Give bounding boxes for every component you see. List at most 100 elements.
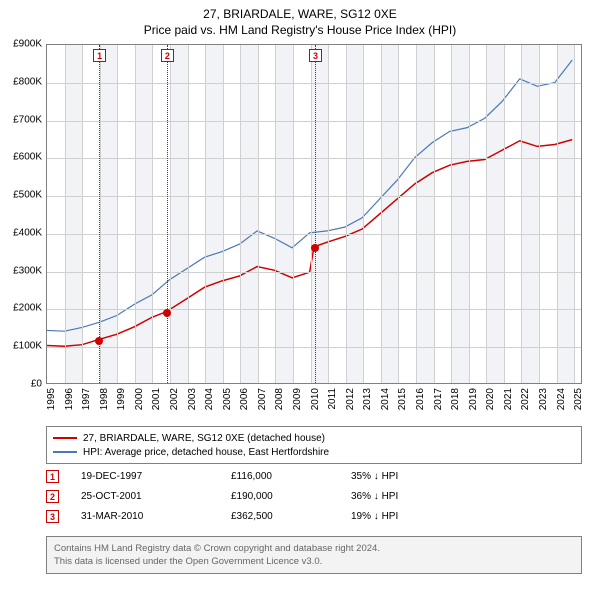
x-axis-label: 2019: [468, 388, 479, 418]
transaction-date: 31-MAR-2010: [81, 511, 231, 522]
footer-line1: Contains HM Land Registry data © Crown c…: [54, 542, 574, 555]
footer-line2: This data is licensed under the Open Gov…: [54, 555, 574, 568]
x-axis-label: 1996: [64, 388, 75, 418]
transaction-delta: 19% ↓ HPI: [351, 511, 398, 522]
chart-vgrid: [293, 45, 294, 383]
x-axis-label: 2000: [134, 388, 145, 418]
chart-vgrid: [539, 45, 540, 383]
x-axis-label: 2022: [520, 388, 531, 418]
x-axis-label: 2021: [503, 388, 514, 418]
chart-hgrid: [47, 347, 581, 348]
x-axis-label: 2003: [187, 388, 198, 418]
chart-vgrid: [117, 45, 118, 383]
marker-vline: [167, 45, 168, 383]
y-axis-label: £900K: [13, 39, 42, 50]
chart-vgrid: [152, 45, 153, 383]
x-axis-label: 2007: [257, 388, 268, 418]
chart-vgrid: [240, 45, 241, 383]
chart-vgrid: [223, 45, 224, 383]
chart-hgrid: [47, 234, 581, 235]
transaction-row: 119-DEC-1997£116,00035% ↓ HPI: [46, 466, 582, 486]
marker-box: 2: [161, 49, 174, 62]
chart-vgrid: [65, 45, 66, 383]
chart-lines-svg: [47, 45, 581, 383]
y-axis-label: £500K: [13, 190, 42, 201]
transactions-table: 119-DEC-1997£116,00035% ↓ HPI225-OCT-200…: [46, 466, 582, 526]
title-block: 27, BRIARDALE, WARE, SG12 0XE Price paid…: [0, 0, 600, 38]
y-axis-label: £100K: [13, 341, 42, 352]
transaction-marker: 2: [46, 490, 59, 503]
x-axis-label: 1998: [99, 388, 110, 418]
legend-swatch: [53, 437, 77, 439]
x-axis-label: 2004: [204, 388, 215, 418]
transaction-marker: 3: [46, 510, 59, 523]
x-axis-label: 2024: [556, 388, 567, 418]
title-subtitle: Price paid vs. HM Land Registry's House …: [0, 22, 600, 38]
x-axis-label: 1997: [81, 388, 92, 418]
marker-box: 1: [93, 49, 106, 62]
x-axis-label: 2020: [485, 388, 496, 418]
marker-dot: [311, 244, 319, 252]
footer-attribution: Contains HM Land Registry data © Crown c…: [46, 536, 582, 574]
marker-dot: [95, 337, 103, 345]
chart-vgrid: [557, 45, 558, 383]
x-axis-label: 2015: [397, 388, 408, 418]
legend-swatch: [53, 451, 77, 453]
chart-vgrid: [521, 45, 522, 383]
legend-label: 27, BRIARDALE, WARE, SG12 0XE (detached …: [83, 433, 325, 444]
chart-vgrid: [381, 45, 382, 383]
transaction-date: 19-DEC-1997: [81, 471, 231, 482]
marker-vline: [315, 45, 316, 383]
chart-vgrid: [258, 45, 259, 383]
x-axis-label: 2023: [538, 388, 549, 418]
transaction-price: £116,000: [231, 471, 351, 482]
marker-dot: [163, 309, 171, 317]
chart-vgrid: [205, 45, 206, 383]
legend-label: HPI: Average price, detached house, East…: [83, 447, 329, 458]
transaction-row: 3 31-MAR-2010£362,50019% ↓ HPI: [46, 506, 582, 526]
chart-hgrid: [47, 158, 581, 159]
chart-vgrid: [346, 45, 347, 383]
chart-vgrid: [574, 45, 575, 383]
transaction-delta: 36% ↓ HPI: [351, 491, 398, 502]
x-axis-label: 2002: [169, 388, 180, 418]
chart-vgrid: [135, 45, 136, 383]
y-axis-label: £400K: [13, 227, 42, 238]
chart-vgrid: [398, 45, 399, 383]
chart-vgrid: [451, 45, 452, 383]
chart-vgrid: [188, 45, 189, 383]
chart-hgrid: [47, 121, 581, 122]
x-axis-label: 1999: [116, 388, 127, 418]
transaction-price: £190,000: [231, 491, 351, 502]
chart-vgrid: [82, 45, 83, 383]
transaction-price: £362,500: [231, 511, 351, 522]
x-axis-label: 2005: [222, 388, 233, 418]
x-axis-label: 2017: [433, 388, 444, 418]
title-address: 27, BRIARDALE, WARE, SG12 0XE: [0, 6, 600, 22]
y-axis-label: £300K: [13, 265, 42, 276]
chart-vgrid: [363, 45, 364, 383]
chart-container: 27, BRIARDALE, WARE, SG12 0XE Price paid…: [0, 0, 600, 590]
chart-vgrid: [504, 45, 505, 383]
chart-hgrid: [47, 83, 581, 84]
y-axis-label: £800K: [13, 76, 42, 87]
y-axis-label: £600K: [13, 152, 42, 163]
chart-hgrid: [47, 272, 581, 273]
legend-row: HPI: Average price, detached house, East…: [53, 445, 575, 459]
chart-vgrid: [434, 45, 435, 383]
x-axis-label: 2011: [327, 388, 338, 418]
chart-vgrid: [275, 45, 276, 383]
transaction-date: 25-OCT-2001: [81, 491, 231, 502]
x-axis-label: 2025: [573, 388, 584, 418]
chart-vgrid: [328, 45, 329, 383]
chart-vgrid: [416, 45, 417, 383]
transaction-marker: 1: [46, 470, 59, 483]
chart-vgrid: [311, 45, 312, 383]
x-axis-label: 2001: [151, 388, 162, 418]
y-axis-label: £0: [31, 379, 42, 390]
chart-hgrid: [47, 309, 581, 310]
x-axis-label: 1995: [46, 388, 57, 418]
y-axis-label: £200K: [13, 303, 42, 314]
x-axis-label: 2009: [292, 388, 303, 418]
marker-vline: [99, 45, 100, 383]
